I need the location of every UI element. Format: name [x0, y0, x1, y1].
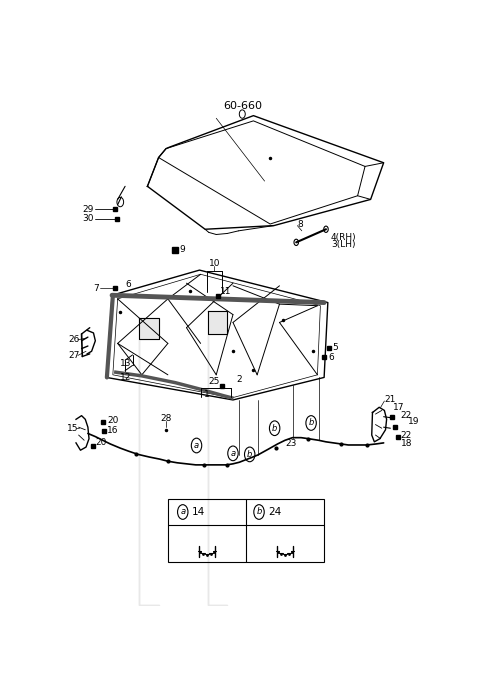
- Text: 6: 6: [125, 279, 131, 289]
- Text: 3(LH): 3(LH): [331, 241, 355, 250]
- Text: 26: 26: [68, 335, 80, 344]
- Text: b: b: [256, 507, 262, 517]
- Text: 5: 5: [333, 343, 338, 352]
- Text: 13: 13: [120, 359, 132, 368]
- Text: 18: 18: [401, 439, 412, 448]
- Text: 4(RH): 4(RH): [331, 233, 357, 241]
- Text: 16: 16: [107, 426, 119, 435]
- Text: 8: 8: [297, 220, 303, 228]
- Text: b: b: [309, 418, 314, 428]
- Text: 28: 28: [160, 413, 172, 423]
- Text: a: a: [194, 441, 199, 450]
- Text: 11: 11: [220, 286, 231, 296]
- Text: 20: 20: [107, 416, 118, 426]
- Text: 10: 10: [209, 259, 220, 269]
- Text: 29: 29: [83, 205, 94, 214]
- Text: 2: 2: [237, 375, 242, 384]
- Text: 19: 19: [408, 418, 420, 426]
- Text: 9: 9: [179, 245, 185, 254]
- Text: 1: 1: [204, 390, 210, 399]
- Text: a: a: [230, 449, 236, 458]
- Text: 17: 17: [393, 403, 405, 412]
- Text: 23: 23: [285, 439, 296, 448]
- Text: 24: 24: [268, 507, 282, 517]
- Text: 60-660: 60-660: [223, 101, 262, 112]
- Text: 7: 7: [93, 284, 99, 293]
- Text: 20: 20: [96, 439, 107, 447]
- Text: 30: 30: [83, 214, 94, 223]
- Text: 12: 12: [120, 373, 132, 382]
- Text: 21: 21: [384, 395, 396, 404]
- Text: 22: 22: [401, 411, 412, 420]
- Text: 27: 27: [68, 351, 80, 360]
- Text: 6: 6: [329, 352, 335, 362]
- Text: b: b: [247, 450, 252, 459]
- Text: 15: 15: [67, 424, 78, 432]
- Bar: [168, 499, 324, 562]
- Text: 22: 22: [401, 430, 412, 439]
- Text: b: b: [272, 424, 277, 432]
- Text: 14: 14: [192, 507, 205, 517]
- Text: 25: 25: [208, 377, 219, 386]
- Text: a: a: [180, 507, 185, 517]
